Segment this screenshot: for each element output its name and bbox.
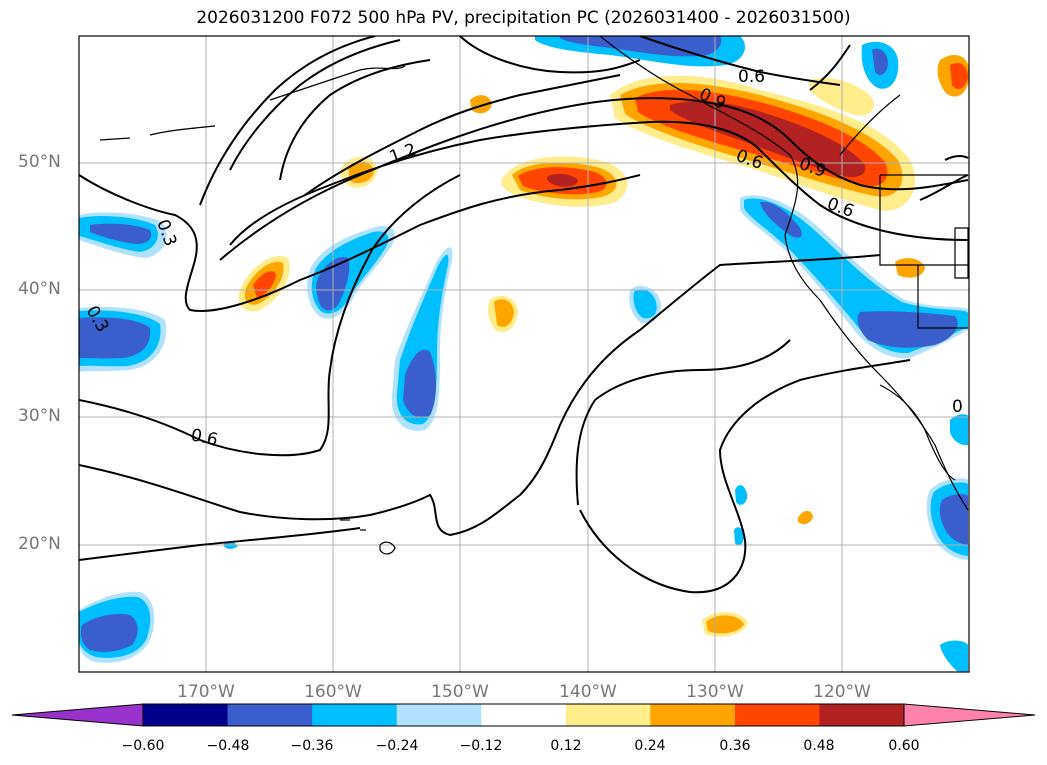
- gridlines: [79, 36, 969, 672]
- colorbar-tick-label: 0.48: [803, 738, 835, 754]
- colorbar-tick-label: 0.24: [634, 738, 666, 754]
- colorbar-segment: [650, 704, 736, 726]
- pv-contours: [79, 36, 969, 594]
- colorbar-segment: [565, 704, 651, 726]
- precip-fills: [79, 36, 969, 672]
- colorbar-tick-label: −0.36: [290, 738, 334, 754]
- colorbar-tick-label: −0.60: [121, 738, 165, 754]
- colorbar-tick-label: 0.36: [719, 738, 751, 754]
- colorbar-tick-label: −0.24: [375, 738, 419, 754]
- colorbar-tick-label: 0.60: [888, 738, 920, 754]
- colorbar-segment: [396, 704, 482, 726]
- lon-label-120w: 120°W: [813, 682, 871, 702]
- colorbar-segment: [312, 704, 398, 726]
- colorbar-tick-label: −0.48: [206, 738, 250, 754]
- lat-label-30n: 30°N: [18, 406, 61, 426]
- lon-label-140w: 140°W: [559, 682, 617, 702]
- lat-label-40n: 40°N: [18, 279, 61, 299]
- lon-label-150w: 150°W: [431, 682, 489, 702]
- contour-label: 0.6: [738, 67, 765, 87]
- colorbar-extend-high: [903, 703, 1036, 727]
- lat-label-50n: 50°N: [18, 152, 61, 172]
- colorbar-segment: [143, 704, 229, 726]
- colorbar-extend-low: [11, 703, 144, 727]
- colorbar-segment: [734, 704, 820, 726]
- lon-label-170w: 170°W: [177, 682, 235, 702]
- lon-label-160w: 160°W: [304, 682, 362, 702]
- colorbar-segment: [819, 704, 905, 726]
- coastlines: [99, 36, 969, 555]
- colorbar-tick-label: −0.12: [459, 738, 503, 754]
- colorbar-segment: [481, 704, 567, 726]
- contour-label: 0: [952, 397, 963, 417]
- colorbar-tick-label: 0.12: [550, 738, 582, 754]
- colorbar-segments: [11, 703, 1036, 727]
- lon-label-130w: 130°W: [686, 682, 744, 702]
- colorbar-segment: [227, 704, 313, 726]
- lat-label-20n: 20°N: [18, 534, 61, 554]
- map-title: 2026031200 F072 500 hPa PV, precipitatio…: [196, 8, 851, 28]
- map-frame: [78, 35, 970, 673]
